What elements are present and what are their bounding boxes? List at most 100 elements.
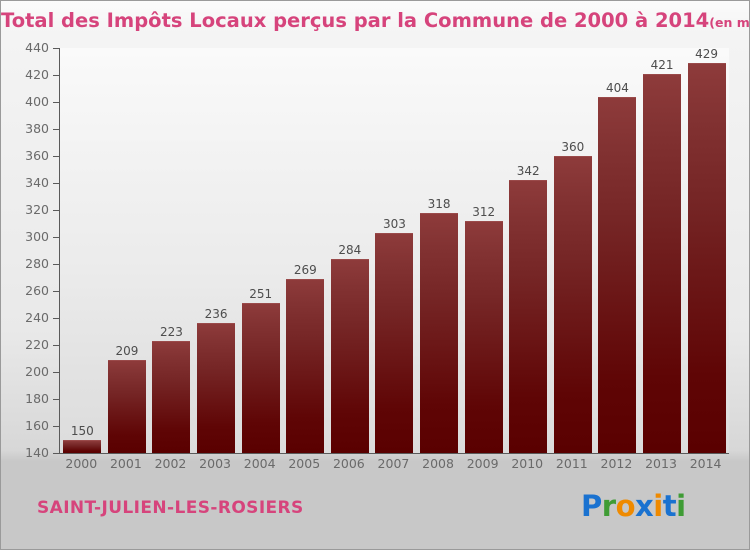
y-axis-tick-mark [53,129,59,130]
y-axis-tick-label: 280 [25,256,49,271]
bar-slot: 421 [640,48,685,453]
y-axis-tick-label: 160 [25,418,49,433]
x-axis-label-2000: 2000 [65,456,98,471]
y-axis-tick-label: 180 [25,391,49,406]
bar-2006[interactable]: 284 [330,243,369,453]
logo-letter-3: x [635,489,654,523]
logo-letter-1: r [601,489,616,523]
chart-unit-label: (en milliers d'€) [709,15,750,30]
x-axis-label-2007: 2007 [377,456,410,471]
y-axis-tick-mark [53,318,59,319]
bar-series: 150 209 223 236 251 269 284 303 318 312 342 360 404 4… [60,47,729,453]
y-axis-tick-mark [53,210,59,211]
logo-letter-6: i [676,489,686,523]
y-axis-tick-mark [53,426,59,427]
y-axis-tick-mark [53,237,59,238]
y-axis-tick-mark [53,264,59,265]
y-axis-tick: 320 [1,202,59,217]
bar-slot: 223 [149,48,194,453]
y-axis-tick: 200 [1,364,59,379]
bar-slot: 360 [551,48,596,453]
y-axis-tick-label: 200 [25,364,49,379]
bar-2008[interactable]: 318 [420,197,459,453]
proxiti-logo[interactable]: Proxiti [581,489,686,523]
y-axis-tick-mark [53,372,59,373]
bar-slot: 318 [417,48,462,453]
y-axis-tick-mark [53,453,59,454]
page-title: Total des Impôts Locaux perçus par la Co… [1,9,710,32]
y-axis-tick-mark [53,183,59,184]
y-axis-tick: 300 [1,229,59,244]
x-axis-label-2012: 2012 [600,456,633,471]
x-axis-label-2010: 2010 [511,456,544,471]
bar-2012[interactable]: 404 [598,81,637,453]
y-axis-tick: 440 [1,40,59,55]
x-axis-label-2001: 2001 [109,456,142,471]
y-axis-tick: 220 [1,337,59,352]
y-axis-tick: 180 [1,391,59,406]
bar-2011[interactable]: 360 [553,140,592,453]
y-axis-tick: 420 [1,67,59,82]
y-axis-tick-label: 340 [25,175,49,190]
bar-value-label: 303 [383,216,406,231]
logo-letter-0: P [581,489,602,523]
y-axis-tick-label: 360 [25,148,49,163]
bar-slot: 251 [238,48,283,453]
bar-2001[interactable]: 209 [107,344,146,453]
bar-slot: 150 [60,48,105,453]
bar-value-label: 150 [70,423,94,438]
bar-2010[interactable]: 342 [509,164,548,453]
y-axis-tick: 400 [1,94,59,109]
bar-slot: 342 [506,48,551,453]
bar-value-label: 269 [293,262,317,277]
y-axis-tick-label: 220 [25,337,49,352]
bar-value-label: 223 [160,324,183,339]
bar-value-label: 318 [427,196,451,211]
y-axis-tick: 340 [1,175,59,190]
y-axis-tick-label: 400 [25,94,49,109]
bar-value-label: 360 [561,140,585,154]
x-axis-label-2005: 2005 [288,456,321,471]
y-axis-tick-mark [53,75,59,76]
bar-slot: 269 [283,48,328,453]
y-axis-tick-mark [53,156,59,157]
bar-2002[interactable]: 223 [152,325,191,453]
bar-value-label: 236 [204,307,228,322]
bar-2014[interactable]: 429 [687,47,726,453]
bar-slot: 236 [194,48,239,453]
bar-slot: 429 [684,47,729,453]
bar-2000[interactable]: 150 [63,424,102,453]
y-axis-tick-mark [53,399,59,400]
bar-2003[interactable]: 236 [197,307,236,453]
y-axis-tick-label: 140 [25,445,49,460]
y-axis-tick: 240 [1,310,59,325]
logo-letter-5: t [662,489,677,523]
y-axis-tick: 160 [1,418,59,433]
bar-2009[interactable]: 312 [464,205,503,453]
plot-area: 150 209 223 236 251 269 284 303 318 312 342 360 404 4… [59,47,729,454]
bar-slot: 404 [595,48,640,453]
x-axis-label-2014: 2014 [689,456,722,471]
y-axis-tick-label: 240 [25,310,49,325]
bar-2013[interactable]: 421 [643,58,682,453]
bar-slot: 303 [372,48,417,453]
bar-2004[interactable]: 251 [241,287,280,453]
y-axis-tick-label: 440 [25,40,49,55]
y-axis-tick-label: 380 [25,121,49,136]
bar-2007[interactable]: 303 [375,217,414,453]
y-axis-tick-label: 420 [25,67,49,82]
x-axis-label-2004: 2004 [243,456,276,471]
bar-value-label: 404 [605,80,629,95]
bar-slot: 209 [105,48,150,453]
bar-value-label: 251 [249,287,273,302]
logo-letter-2: o [615,489,636,523]
bar-2005[interactable]: 269 [286,263,325,453]
y-axis-tick-mark [53,291,59,292]
x-axis-label-2003: 2003 [199,456,231,471]
x-axis-label-2013: 2013 [645,456,677,471]
bar-value-label: 209 [115,343,139,358]
y-axis-tick-label: 300 [25,229,49,244]
x-axis-label-2008: 2008 [422,456,454,471]
y-axis-tick-label: 320 [25,202,49,217]
